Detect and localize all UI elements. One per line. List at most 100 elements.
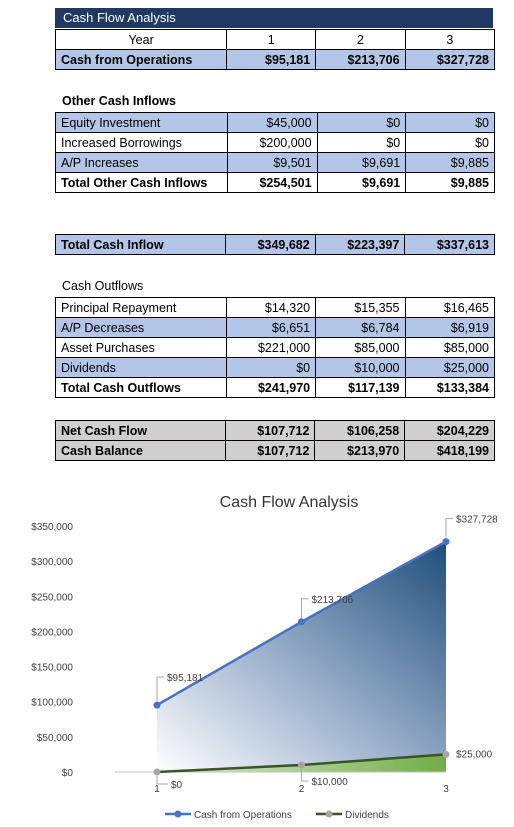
- legend-marker: [325, 810, 333, 818]
- total-row: Total Cash Inflow $349,682 $223,397 $337…: [54, 234, 495, 255]
- x-tick-label: 1: [154, 784, 160, 795]
- value-cell: $241,970: [225, 377, 317, 398]
- year-header-label: Year: [54, 29, 228, 50]
- y-tick-label: $300,000: [31, 557, 73, 568]
- x-tick-label: 3: [443, 784, 449, 795]
- ops-data-label: $327,728: [456, 515, 498, 526]
- outflows-heading: Cash Outflows: [62, 279, 144, 293]
- y-tick-label: $350,000: [31, 522, 73, 533]
- legend-marker: [174, 810, 182, 818]
- year-header-cell: 2: [315, 29, 406, 50]
- dividends-point: [298, 761, 305, 769]
- dividends-point: [153, 768, 161, 776]
- value-cell: $106,258: [314, 420, 406, 441]
- dividends-label-leader: [156, 776, 168, 785]
- ops-point: [298, 618, 305, 626]
- legend-label: Dividends: [345, 810, 389, 821]
- net-table: Net Cash Flow $107,712 $106,258 $204,229…: [55, 420, 495, 461]
- dividends-point: [442, 750, 450, 758]
- table-row: Dividends $0 $10,000 $25,000: [55, 357, 496, 378]
- y-tick-label: $200,000: [31, 627, 73, 638]
- y-tick-label: $250,000: [31, 592, 73, 603]
- x-axis: 1 2 3: [154, 784, 449, 795]
- x-tick-label: 2: [299, 784, 305, 795]
- total-row: Total Cash Outflows $241,970 $117,139 $1…: [55, 377, 496, 398]
- value-cell: $200,000: [227, 132, 318, 153]
- dividends-data-label: $0: [171, 780, 183, 791]
- table-row: A/P Increases $9,501 $9,691 $9,885: [54, 152, 495, 173]
- row-label: Equity Investment: [54, 112, 229, 133]
- table-row: Increased Borrowings $200,000 $0 $0: [54, 132, 495, 153]
- dividends-data-label: $10,000: [312, 777, 349, 788]
- value-cell: $9,691: [316, 152, 407, 173]
- table-row: A/P Decreases $6,651 $6,784 $6,919: [55, 317, 496, 338]
- value-cell: $213,970: [314, 440, 406, 461]
- operations-table: Year 1 2 3 Cash from Operations $95,181 …: [54, 29, 496, 70]
- value-cell: $418,199: [404, 440, 495, 461]
- ops-area: [157, 541, 446, 772]
- table-row: Equity Investment $45,000 $0 $0: [54, 112, 495, 133]
- table-row: Principal Repayment $14,320 $15,355 $16,…: [55, 297, 496, 318]
- cash-flow-chart: Cash Flow Analysis $0 $50,000 $100,000 $150…: [31, 494, 498, 821]
- value-cell: $9,885: [405, 152, 495, 173]
- ops-data-label: $213,706: [312, 595, 354, 606]
- value-cell: $9,691: [316, 172, 407, 193]
- value-cell: $10,000: [315, 357, 406, 378]
- year-header-cell: 1: [226, 29, 317, 50]
- row-label: Dividends: [55, 357, 227, 378]
- value-cell: $16,465: [404, 297, 496, 318]
- table-row: Asset Purchases $221,000 $85,000 $85,000: [55, 337, 496, 358]
- value-cell: $9,885: [405, 172, 495, 193]
- ops-row: Cash from Operations $95,181 $213,706 $3…: [54, 49, 496, 70]
- row-label: Total Cash Outflows: [55, 377, 227, 398]
- value-cell: $254,501: [227, 172, 318, 193]
- ops-point: [442, 538, 450, 546]
- row-label: A/P Decreases: [55, 317, 227, 338]
- value-cell: $223,397: [314, 234, 406, 255]
- total-row: Total Other Cash Inflows $254,501 $9,691…: [54, 172, 495, 193]
- ops-label-leader: [445, 518, 453, 538]
- y-tick-label: $0: [62, 768, 74, 779]
- row-label: Cash Balance: [55, 440, 226, 461]
- value-cell: $221,000: [225, 337, 317, 358]
- row-label: Net Cash Flow: [55, 420, 226, 441]
- row-label: Total Other Cash Inflows: [54, 172, 229, 193]
- value-cell: $133,384: [404, 377, 496, 398]
- y-axis: $0 $50,000 $100,000 $150,000 $200,000 $250,00…: [31, 522, 73, 779]
- value-cell: $0: [405, 112, 495, 133]
- value-cell: $204,229: [404, 420, 495, 441]
- legend: Cash from Operations Dividends: [165, 810, 389, 821]
- value-cell: $0: [316, 132, 407, 153]
- outflows-table: Principal Repayment $14,320 $15,355 $16,…: [55, 297, 496, 398]
- value-cell: $117,139: [315, 377, 406, 398]
- value-cell: $25,000: [404, 357, 496, 378]
- value-cell: $0: [225, 357, 317, 378]
- value-cell: $0: [316, 112, 407, 133]
- value-cell: $85,000: [404, 337, 496, 358]
- value-cell: $213,706: [315, 49, 406, 70]
- row-label: Total Cash Inflow: [54, 234, 227, 255]
- value-cell: $15,355: [315, 297, 406, 318]
- value-cell: $107,712: [224, 420, 316, 441]
- ops-point: [153, 701, 161, 709]
- other-inflows-table: Equity Investment $45,000 $0 $0 Increase…: [54, 112, 495, 193]
- value-cell: $9,501: [227, 152, 318, 173]
- value-cell: $45,000: [227, 112, 318, 133]
- other-inflows-heading: Other Cash Inflows: [62, 94, 176, 108]
- year-header-row: Year 1 2 3: [54, 29, 496, 50]
- row-label: A/P Increases: [54, 152, 229, 173]
- row-label: Principal Repayment: [55, 297, 227, 318]
- net-row: Cash Balance $107,712 $213,970 $418,199: [55, 440, 495, 461]
- value-cell: $6,784: [315, 317, 406, 338]
- net-row: Net Cash Flow $107,712 $106,258 $204,229: [55, 420, 495, 441]
- year-header-cell: 3: [404, 29, 496, 50]
- value-cell: $327,728: [404, 49, 496, 70]
- value-cell: $107,712: [224, 440, 316, 461]
- legend-label: Cash from Operations: [194, 810, 292, 821]
- value-cell: $0: [405, 132, 495, 153]
- value-cell: $349,682: [225, 234, 316, 255]
- row-label: Cash from Operations: [54, 49, 228, 70]
- total-inflow-table: Total Cash Inflow $349,682 $223,397 $337…: [54, 234, 495, 255]
- ops-data-label: $95,181: [167, 673, 204, 684]
- chart-title: Cash Flow Analysis: [220, 494, 359, 511]
